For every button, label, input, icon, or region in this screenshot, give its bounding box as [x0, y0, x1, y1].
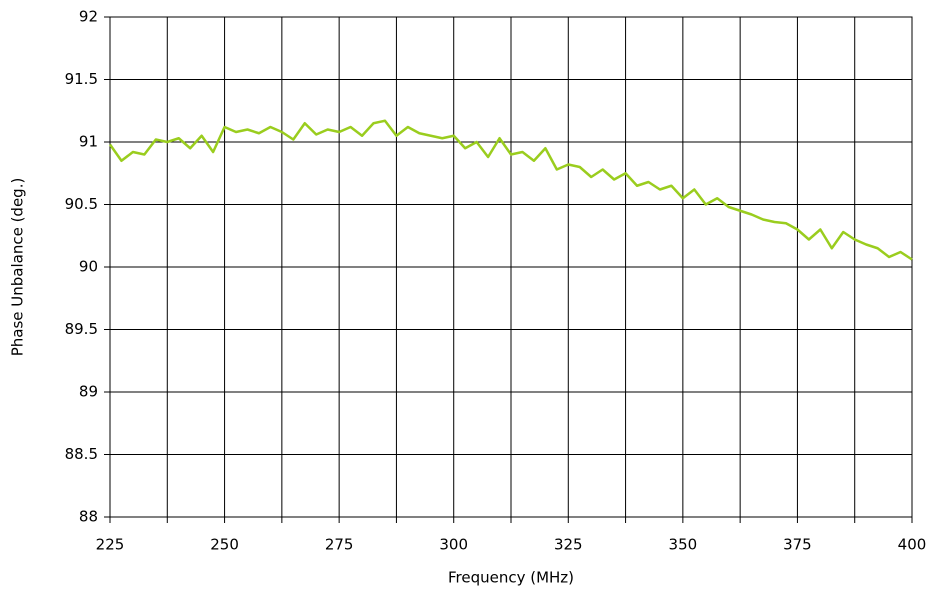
y-tick-label: 88	[79, 508, 98, 526]
y-tick-label: 90.5	[65, 195, 98, 213]
y-axis-title: Phase Unbalance (deg.)	[9, 178, 27, 357]
x-axis-title: Frequency (MHz)	[448, 569, 574, 587]
y-tick-label: 92	[79, 8, 98, 26]
data-line	[108, 119, 913, 261]
x-tick-label: 350	[669, 536, 698, 554]
y-tick-label: 88.5	[65, 445, 98, 463]
y-tick-label: 91	[79, 133, 98, 151]
x-tick-label: 275	[325, 536, 354, 554]
x-tick-label: 300	[439, 536, 468, 554]
x-tick-label: 400	[898, 536, 927, 554]
y-tick-label: 89.5	[65, 320, 98, 338]
y-tick-label: 89	[79, 383, 98, 401]
y-tick-label: 90	[79, 258, 98, 276]
x-tick-label: 375	[783, 536, 812, 554]
x-tick-label: 325	[554, 536, 583, 554]
x-tick-label: 250	[210, 536, 239, 554]
y-tick-label: 91.5	[65, 70, 98, 88]
x-tick-label: 225	[96, 536, 125, 554]
